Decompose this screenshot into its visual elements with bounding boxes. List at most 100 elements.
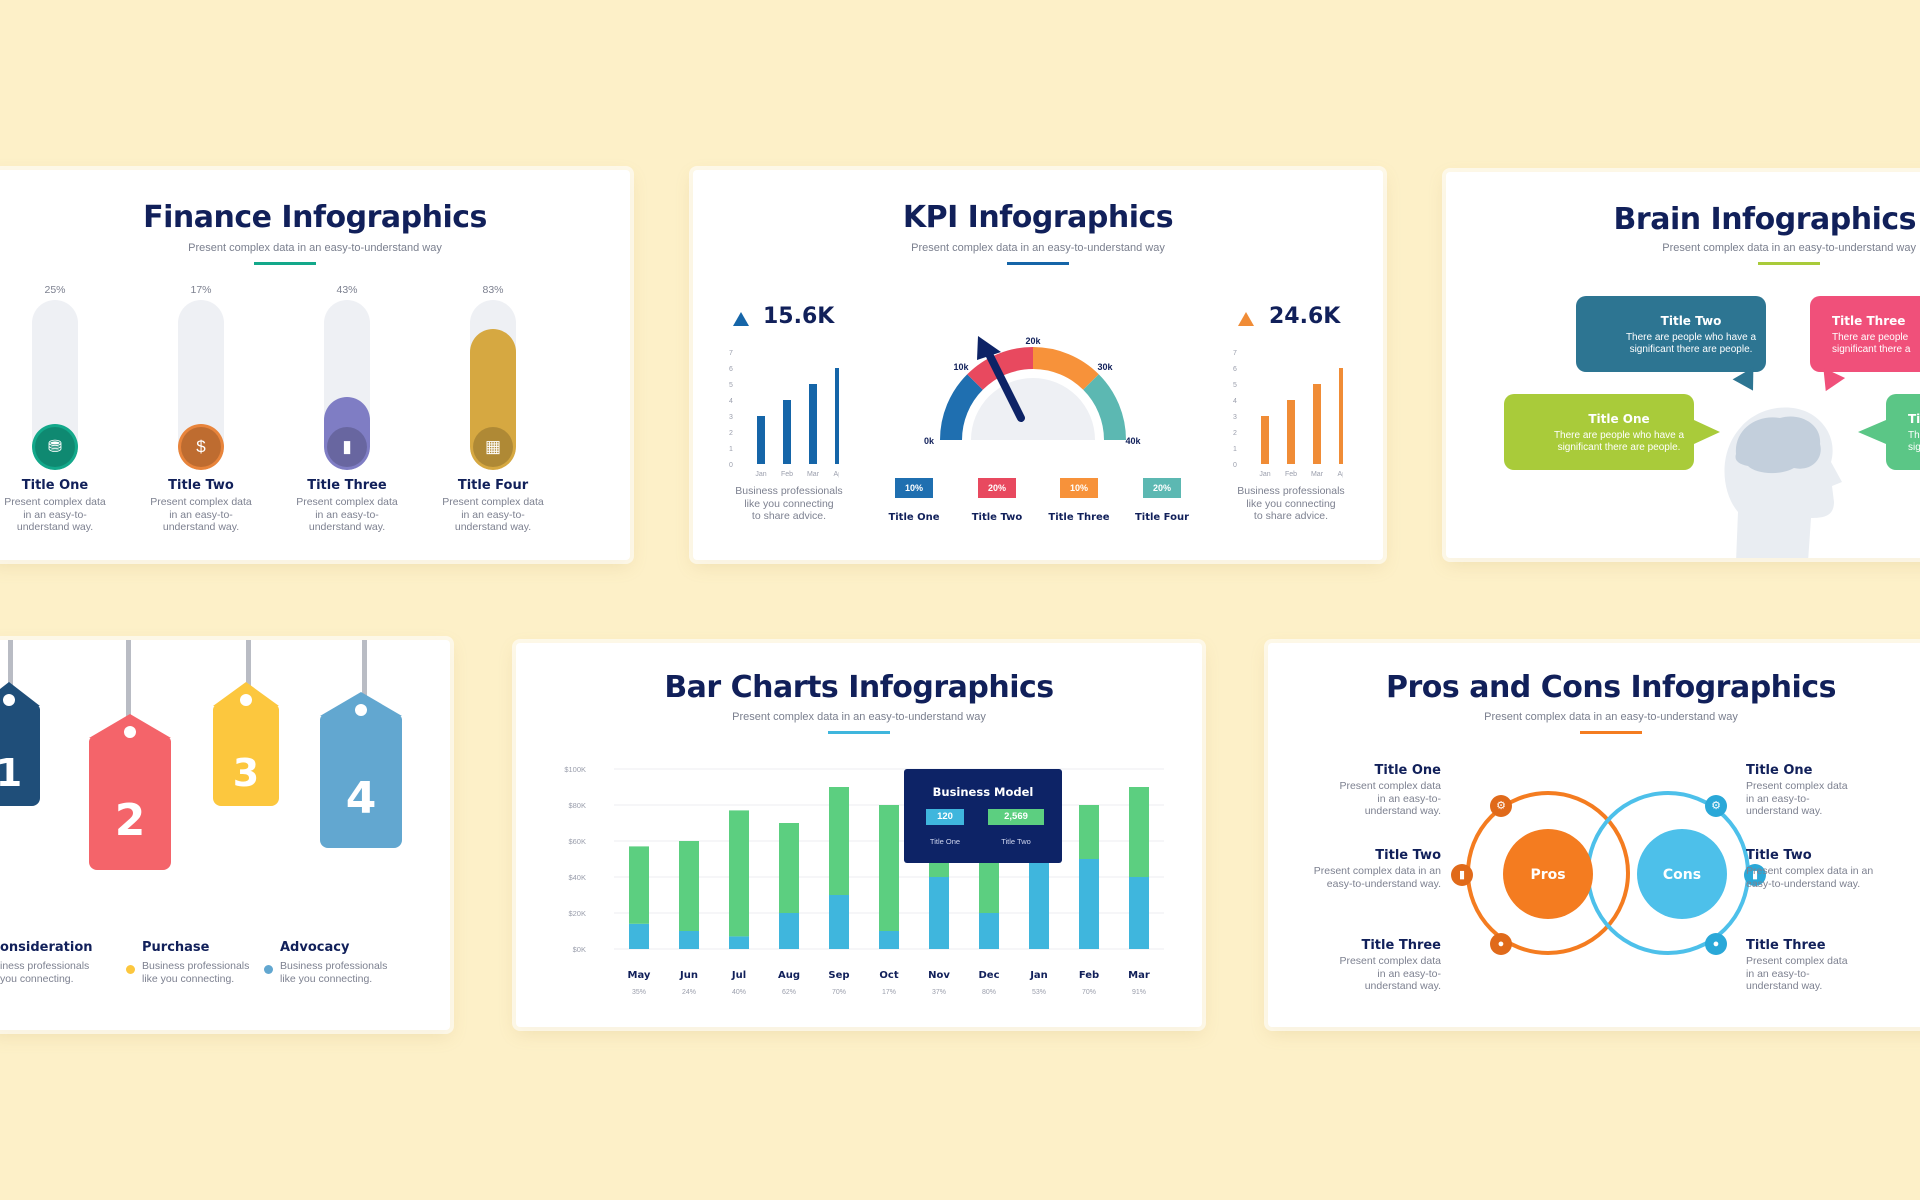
- kpi-bar: [1313, 384, 1321, 464]
- y-tick-label: 0: [729, 462, 733, 469]
- slide-subtitle: Present complex data in an easy-to-under…: [1484, 711, 1738, 723]
- x-sublabel: 17%: [882, 989, 896, 996]
- x-sublabel: 53%: [1032, 989, 1046, 996]
- business-model-tooltip: Business Model 120 2,569 Title One Title…: [904, 769, 1062, 863]
- x-tick-label: Aug: [778, 970, 800, 981]
- bar-segment-bottom: [779, 913, 799, 949]
- item-desc: Present complex data in an easy-to-unders…: [296, 496, 398, 533]
- x-tick-label: Mar: [1311, 471, 1324, 478]
- stage-desc: iness professionals you connecting.: [0, 960, 90, 985]
- cons-item-desc: Present complex data in an easy-to-unders…: [1746, 780, 1848, 817]
- gauge-segment: [967, 347, 1034, 391]
- kpi-slide[interactable]: KPI Infographics Present complex data in…: [693, 170, 1383, 560]
- hanging-string: [356, 640, 367, 712]
- pros-item-title: Title One: [1374, 763, 1441, 778]
- numbered-tag: 2: [89, 736, 171, 870]
- bar-segment-bottom: [829, 895, 849, 949]
- cons-label: Cons: [1662, 867, 1702, 883]
- item-title: Title One: [21, 478, 89, 493]
- tag-number: 2: [114, 795, 146, 846]
- kpi-bar: [1261, 416, 1269, 464]
- x-tick-label: Mar: [807, 471, 820, 478]
- y-tick-label: 3: [1233, 414, 1237, 421]
- slide-subtitle: Present complex data in an easy-to-under…: [911, 242, 1165, 254]
- slide-subtitle: Present complex data in an easy-to-under…: [188, 242, 442, 254]
- kpi-left-bar-chart: 7 6 5 4 3 2 1 0 Jan Feb Mar Apr: [729, 350, 839, 478]
- numbered-tag: 1: [0, 704, 40, 806]
- hanging-string: [2, 640, 13, 702]
- item-title: Title Three: [307, 478, 387, 493]
- stage-title: Purchase: [142, 940, 210, 955]
- bullet-dot: [126, 965, 135, 974]
- cons-item-title: Title One: [1746, 763, 1813, 778]
- x-tick-label: Jan: [755, 471, 766, 478]
- gauge-needle-tip: [977, 336, 1001, 360]
- x-sublabel: 24%: [682, 989, 696, 996]
- bar-segment-bottom: [929, 877, 949, 949]
- kpi-bar: [783, 400, 791, 464]
- percent-label: 17%: [190, 284, 212, 296]
- x-tick-label: Sep: [828, 970, 849, 981]
- pros-item-desc: Present complex data in an easy-to-unders…: [1313, 865, 1441, 890]
- x-tick-label: Jun: [679, 970, 698, 981]
- x-sublabel: 70%: [1082, 989, 1096, 996]
- progress-pill: ▦: [470, 300, 516, 470]
- x-tick-label: Mar: [1128, 970, 1150, 981]
- chart-icon: ▮: [1744, 864, 1766, 886]
- progress-fill: [32, 424, 78, 470]
- bar-segment-top: [629, 846, 649, 924]
- title-underline: [828, 731, 890, 734]
- bubble-title-one: Title One There are people who have a sig…: [1504, 394, 1694, 470]
- pros-label: Pros: [1530, 867, 1566, 883]
- trend-up-icon: [1238, 312, 1254, 326]
- stage-desc: Business professionals like you connectin…: [280, 960, 388, 985]
- title-underline: [254, 262, 316, 265]
- x-tick-label: Jul: [731, 970, 746, 981]
- percent-label: 43%: [336, 284, 358, 296]
- bar-segment-bottom: [1079, 859, 1099, 949]
- cons-circle: [1637, 829, 1727, 919]
- bar-chart-slide[interactable]: Bar Charts Infographics Present complex …: [516, 643, 1202, 1027]
- y-tick-label: 0: [1233, 462, 1237, 469]
- tags-slide[interactable]: 1 2 3 4 onsideration iness professionals you c…: [0, 640, 450, 1030]
- kpi-box-title: Title One: [888, 512, 940, 523]
- y-tick-label: 4: [729, 398, 733, 405]
- x-sublabel: 80%: [982, 989, 996, 996]
- brain-slide[interactable]: Brain Infographics Present complex data …: [1446, 172, 1920, 558]
- money-hand-icon: $: [181, 427, 221, 467]
- y-tick-label: 5: [729, 382, 733, 389]
- percent-label: 83%: [482, 284, 504, 296]
- y-tick-label: 7: [1233, 350, 1237, 357]
- pros-cons-slide[interactable]: Pros and Cons Infographics Present compl…: [1268, 643, 1920, 1027]
- kpi-percent-box: 10%: [895, 478, 933, 498]
- title-underline: [1007, 262, 1069, 265]
- item-title: Title Two: [168, 478, 234, 493]
- finance-slide[interactable]: Finance Infographics Present complex dat…: [0, 170, 630, 560]
- bar-segment-bottom: [1129, 877, 1149, 949]
- y-tick-label: 1: [1233, 446, 1237, 453]
- kpi-box-title: Title Four: [1134, 512, 1190, 523]
- arrow-icon: [1694, 420, 1720, 444]
- x-tick-label: Nov: [928, 970, 950, 981]
- numbered-tag: 3: [213, 704, 279, 806]
- kpi-left-value: 15.6K: [763, 304, 835, 329]
- x-tick-label: Feb: [1285, 471, 1297, 478]
- y-tick-label: $40K: [568, 873, 586, 882]
- y-tick-label: 6: [1233, 366, 1237, 373]
- hanging-string: [240, 640, 251, 702]
- x-tick-label: Oct: [879, 970, 898, 981]
- y-tick-label: $60K: [568, 837, 586, 846]
- gauge-label: 30k: [1097, 362, 1113, 372]
- tag-number: 1: [0, 751, 23, 795]
- bar-segment-top: [1129, 787, 1149, 877]
- percent-label: 25%: [44, 284, 66, 296]
- progress-pill: ⛃: [32, 300, 78, 470]
- progress-fill: [178, 424, 224, 470]
- tooltip-value-two: 2,569: [988, 809, 1044, 825]
- y-tick-label: 2: [1233, 430, 1237, 437]
- pros-item-title: Title Two: [1375, 848, 1441, 863]
- kpi-bar: [1339, 368, 1343, 464]
- item-desc: Present complex data in an easy-to-unders…: [442, 496, 544, 533]
- y-tick-label: 5: [1233, 382, 1237, 389]
- bar-segment-top: [879, 805, 899, 931]
